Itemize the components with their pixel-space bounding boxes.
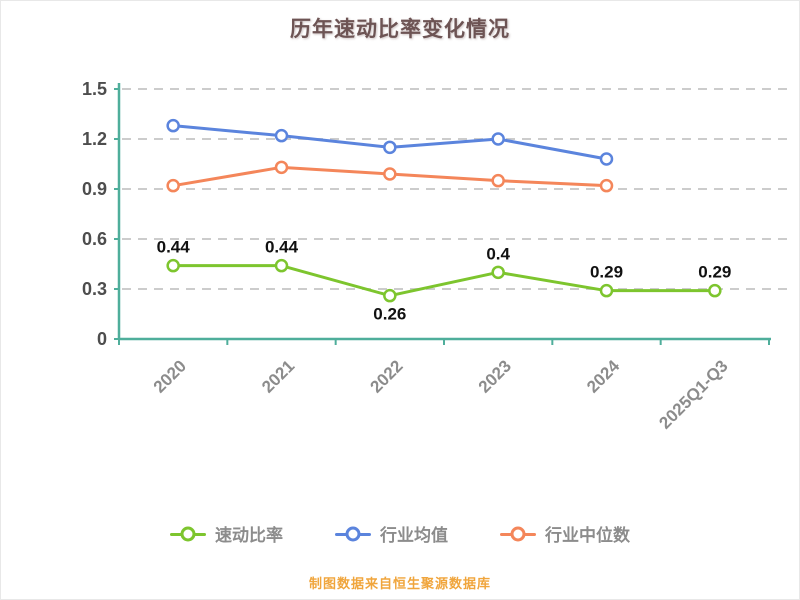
data-label-quick-ratio: 0.44 bbox=[157, 238, 191, 257]
data-point-industry-median bbox=[166, 178, 180, 193]
y-tick-label: 0.9 bbox=[82, 179, 107, 199]
legend-item-quick-ratio[interactable]: 速动比率 bbox=[170, 521, 283, 546]
data-label-quick-ratio: 0.44 bbox=[265, 238, 299, 257]
chart-canvas: 0 0.3 0.6 0.9 1.2 1.5 2020 2021 2022 2023 2024 2025… bbox=[82, 79, 793, 433]
data-point-industry-average bbox=[599, 152, 614, 166]
data-label-quick-ratio: 0.4 bbox=[486, 244, 510, 263]
data-point-quick-ratio bbox=[491, 265, 505, 280]
x-tick-label: 2023 bbox=[475, 356, 515, 396]
data-label-quick-ratio: 0.26 bbox=[373, 305, 406, 324]
data-point-industry-median bbox=[274, 160, 289, 175]
data-point-industry-median bbox=[491, 173, 505, 188]
legend-label-industry-average: 行业均值 bbox=[380, 526, 448, 545]
legend-label-quick-ratio: 速动比率 bbox=[215, 526, 283, 545]
data-point-quick-ratio bbox=[383, 288, 397, 303]
data-point-industry-median bbox=[383, 167, 397, 181]
chart-title: 历年速动比率变化情况 bbox=[290, 18, 510, 41]
legend-item-industry-average[interactable]: 行业均值 bbox=[335, 521, 448, 546]
x-tick-label: 2022 bbox=[366, 356, 406, 396]
y-tick-label: 0.6 bbox=[82, 229, 107, 249]
x-tick-label: 2020 bbox=[150, 356, 190, 396]
data-label-quick-ratio: 0.29 bbox=[698, 263, 731, 282]
data-point-quick-ratio bbox=[166, 258, 180, 273]
x-tick-label: 2021 bbox=[258, 356, 298, 396]
data-point-industry-median bbox=[599, 178, 614, 193]
legend-item-industry-median[interactable]: 行业中位数 bbox=[500, 521, 630, 546]
data-label-quick-ratio: 0.29 bbox=[590, 263, 623, 282]
y-tick-label: 0 bbox=[97, 329, 107, 349]
legend-marker-quick-ratio bbox=[170, 526, 206, 541]
legend-marker-industry-median bbox=[500, 526, 536, 541]
data-point-industry-average bbox=[383, 140, 397, 155]
data-point-industry-average bbox=[166, 118, 180, 133]
data-point-quick-ratio bbox=[708, 283, 722, 298]
legend-label-industry-median: 行业中位数 bbox=[545, 526, 630, 545]
y-tick-label: 0.3 bbox=[82, 279, 107, 299]
data-point-quick-ratio bbox=[274, 258, 289, 273]
data-point-industry-average bbox=[491, 132, 505, 146]
x-tick-label: 2025Q1-Q3 bbox=[655, 356, 731, 432]
x-tick-label: 2024 bbox=[583, 356, 624, 397]
data-point-industry-average bbox=[274, 128, 289, 143]
data-point-quick-ratio bbox=[599, 283, 614, 298]
series-line-quick-ratio bbox=[171, 264, 717, 298]
legend-marker-industry-average bbox=[335, 526, 371, 541]
data-source-caption: 制图数据来自恒生聚源数据库 bbox=[308, 576, 491, 591]
y-tick-label: 1.5 bbox=[82, 79, 107, 99]
y-tick-label: 1.2 bbox=[82, 129, 107, 149]
chart-legend: 速动比率 行业均值 行业中位数 bbox=[1, 521, 799, 546]
